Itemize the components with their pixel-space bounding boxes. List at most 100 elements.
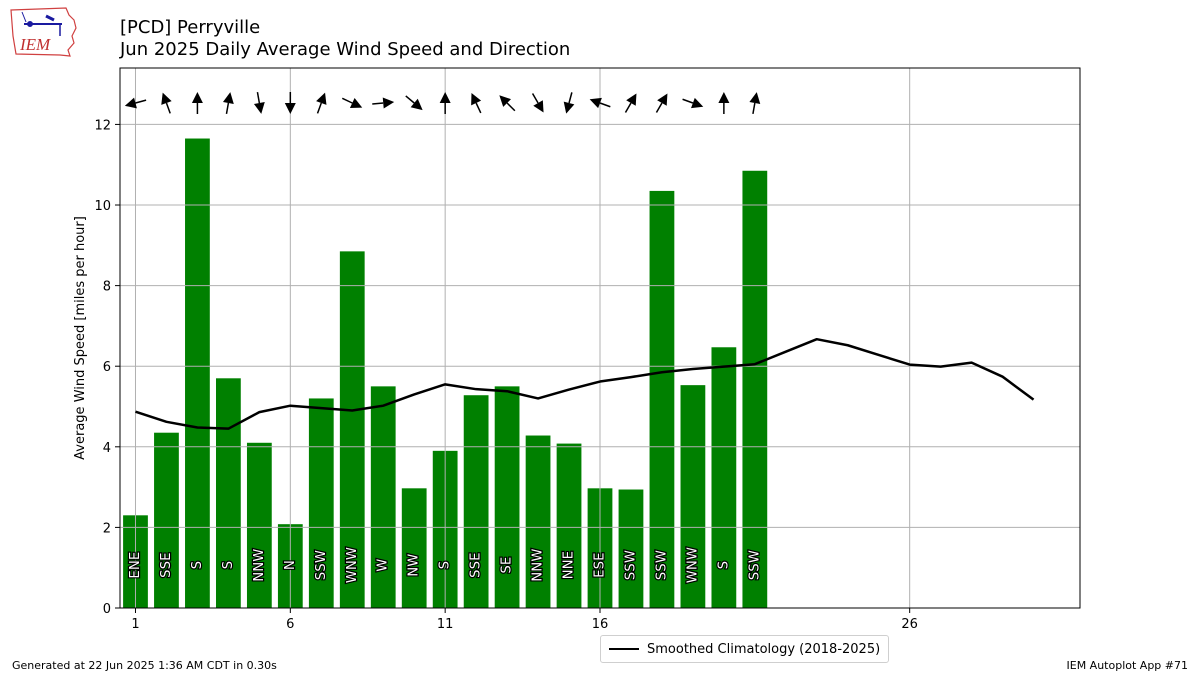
wind-direction-label: WNW bbox=[685, 547, 700, 583]
x-tick-label: 1 bbox=[131, 617, 139, 632]
wind-direction-label: SSW bbox=[654, 550, 669, 580]
wind-direction-arrow-head bbox=[499, 95, 511, 107]
wind-direction-arrow-head bbox=[657, 93, 668, 106]
wind-direction-arrow-head bbox=[222, 92, 234, 104]
wind-direction-arrow-head bbox=[161, 92, 172, 105]
wind-direction-arrow-head bbox=[191, 92, 203, 103]
x-tick-label: 11 bbox=[437, 617, 454, 632]
x-tick-label: 16 bbox=[592, 617, 609, 632]
wind-direction-arrow-head bbox=[626, 93, 637, 106]
wind-speed-bar bbox=[339, 251, 365, 608]
wind-direction-arrow-head bbox=[349, 98, 363, 108]
wind-speed-bar bbox=[308, 398, 334, 608]
wind-direction-arrow-shaft bbox=[506, 102, 516, 112]
logo-text: IEM bbox=[19, 35, 51, 54]
wind-direction-label: S bbox=[221, 561, 236, 570]
wind-direction-label: SSW bbox=[747, 550, 762, 580]
wind-direction-arrow-shaft bbox=[752, 102, 756, 114]
y-tick-label: 10 bbox=[94, 199, 111, 214]
wind-direction-arrow-shaft bbox=[405, 95, 415, 104]
autoplot-app-label: IEM Autoplot App #71 bbox=[1066, 659, 1189, 672]
chart-title: [PCD] Perryville bbox=[120, 17, 261, 38]
chart-legend: Smoothed Climatology (2018-2025) bbox=[600, 635, 890, 663]
wind-direction-label: NNW bbox=[531, 548, 546, 581]
wind-direction-arrow-head bbox=[691, 97, 704, 109]
y-tick-label: 12 bbox=[94, 118, 111, 133]
wind-speed-bar bbox=[154, 432, 179, 608]
wind-direction-arrow-shaft bbox=[341, 97, 353, 104]
wind-speed-bar bbox=[680, 385, 706, 608]
wind-direction-label: NNW bbox=[252, 548, 267, 581]
wind-direction-arrow-shaft bbox=[135, 99, 147, 104]
wind-direction-arrow-head bbox=[718, 92, 730, 103]
wind-direction-label: S bbox=[438, 561, 453, 570]
wind-direction-label: SSW bbox=[623, 550, 638, 580]
weather-station-icon bbox=[21, 11, 62, 36]
wind-direction-label: SSE bbox=[469, 552, 484, 578]
wind-direction-arrow-shaft bbox=[165, 102, 171, 114]
wind-direction-arrow-head bbox=[316, 92, 327, 105]
wind-direction-arrow-shaft bbox=[531, 93, 539, 104]
legend-climatology-label: Smoothed Climatology (2018-2025) bbox=[647, 641, 881, 657]
wind-speed-bar bbox=[185, 138, 210, 608]
wind-direction-label: NW bbox=[407, 553, 422, 576]
iowa-state-outline bbox=[10, 7, 77, 57]
wind-direction-arrow-shaft bbox=[372, 102, 384, 105]
generated-timestamp: Generated at 22 Jun 2025 1:36 AM CDT in … bbox=[12, 659, 277, 672]
wind-direction-label: N bbox=[283, 560, 298, 570]
wind-direction-arrow-head bbox=[124, 97, 137, 109]
wind-direction-label: W bbox=[376, 558, 391, 571]
y-tick-label: 4 bbox=[103, 441, 111, 456]
wind-speed-bar bbox=[463, 395, 489, 608]
wind-direction-arrow-shaft bbox=[682, 98, 694, 104]
wind-speed-bar bbox=[556, 443, 582, 608]
wind-direction-arrow-head bbox=[471, 93, 482, 106]
climatology-line bbox=[135, 337, 1035, 430]
wind-direction-label: SSE bbox=[159, 552, 174, 578]
wind-direction-label: S bbox=[190, 561, 205, 570]
wind-direction-arrow-shaft bbox=[256, 92, 261, 104]
wind-direction-label: ESE bbox=[593, 552, 608, 578]
wind-speed-bar bbox=[216, 378, 241, 608]
x-tick-label: 6 bbox=[286, 617, 294, 632]
wind-speed-bar bbox=[618, 489, 644, 608]
wind-speed-bar bbox=[370, 386, 396, 608]
wind-direction-arrow-shaft bbox=[655, 102, 663, 113]
wind-speed-bar bbox=[494, 386, 520, 608]
wind-direction-arrow-head bbox=[589, 97, 602, 109]
wind-speed-bar bbox=[246, 442, 272, 608]
wind-direction-label: ENE bbox=[128, 551, 143, 578]
wind-direction-arrow-head bbox=[749, 92, 761, 104]
wind-direction-arrow-shaft bbox=[475, 102, 482, 114]
wind-direction-arrow-head bbox=[253, 102, 265, 114]
wind-speed-bar bbox=[711, 347, 737, 608]
wind-direction-arrow-head bbox=[410, 98, 423, 111]
wind-direction-label: SSW bbox=[314, 550, 329, 580]
wind-direction-label: S bbox=[716, 561, 731, 570]
wind-direction-arrow-head bbox=[382, 97, 395, 109]
y-tick-label: 0 bbox=[103, 602, 111, 617]
wind-direction-arrow-head bbox=[533, 100, 544, 113]
iem-logo: IEM bbox=[10, 7, 77, 57]
wind-direction-label: SE bbox=[500, 556, 515, 573]
wind-speed-bar bbox=[649, 190, 675, 608]
wind-direction-label: NNE bbox=[562, 551, 577, 580]
wind-direction-arrow-shaft bbox=[599, 102, 611, 108]
wind-direction-arrow-shaft bbox=[624, 102, 632, 113]
wind-speed-bar bbox=[742, 170, 768, 608]
wind-speed-bar bbox=[401, 488, 427, 608]
wind-direction-arrow-shaft bbox=[316, 102, 322, 114]
wind-direction-label: WNW bbox=[345, 547, 360, 583]
wind-direction-arrow-shaft bbox=[568, 92, 573, 104]
chart-subtitle: Jun 2025 Daily Average Wind Speed and Di… bbox=[120, 39, 571, 60]
y-tick-label: 8 bbox=[103, 280, 111, 295]
wind-speed-bar bbox=[525, 435, 551, 608]
x-tick-label: 26 bbox=[901, 617, 918, 632]
wind-direction-arrow-head bbox=[439, 92, 451, 103]
wind-direction-arrow-head bbox=[284, 103, 296, 114]
wind-direction-arrow-head bbox=[563, 101, 575, 114]
y-tick-label: 2 bbox=[103, 521, 111, 536]
legend-climatology-line-swatch bbox=[609, 648, 639, 650]
y-tick-label: 6 bbox=[103, 360, 111, 375]
